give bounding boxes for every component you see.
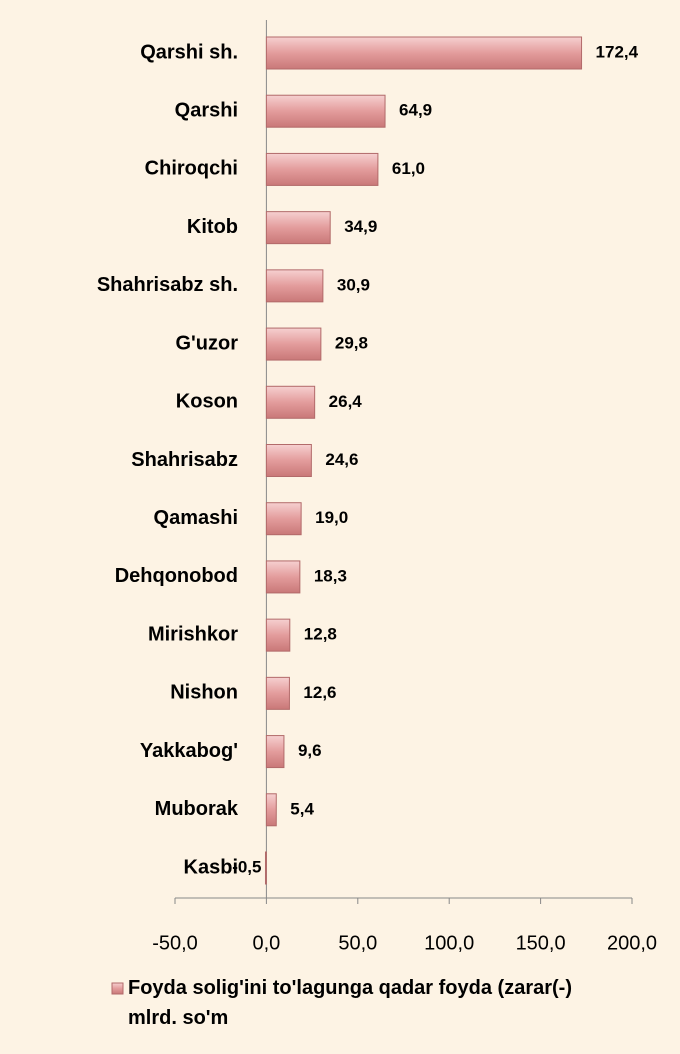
bar — [265, 385, 316, 419]
bar — [265, 269, 324, 303]
y-tick-label: Kitob — [187, 216, 238, 238]
y-tick-label: Dehqonobod — [115, 565, 238, 587]
data-label: 26,4 — [329, 392, 363, 411]
data-label: 34,9 — [344, 217, 377, 236]
y-tick-label: Nishon — [170, 682, 238, 704]
x-tick-label: 50,0 — [338, 932, 377, 954]
data-label: -0,5 — [232, 857, 261, 876]
x-tick-label: 0,0 — [252, 932, 280, 954]
y-tick-label: Koson — [176, 391, 238, 413]
bar — [265, 211, 331, 245]
legend-label: Foyda solig'ini to'lagunga qadar foyda (… — [128, 977, 572, 1029]
y-tick-label: Qamashi — [154, 507, 238, 529]
y-tick-label: Chiroqchi — [145, 158, 238, 180]
bar — [265, 793, 277, 827]
data-label: 12,6 — [303, 683, 336, 702]
x-tick-label: 150,0 — [516, 932, 566, 954]
y-tick-label: Shahrisabz — [131, 449, 238, 471]
y-tick-label: Shahrisabz sh. — [97, 274, 238, 296]
data-label: 64,9 — [399, 101, 432, 120]
y-tick-label: G'uzor — [175, 332, 238, 354]
y-tick-label: Mirishkor — [148, 623, 238, 645]
data-label: 19,0 — [315, 508, 348, 527]
x-tick-label: -50,0 — [152, 932, 198, 954]
bar — [265, 502, 302, 536]
data-label: 172,4 — [596, 42, 639, 61]
bar — [265, 94, 386, 128]
data-label: 29,8 — [335, 334, 368, 353]
bar — [265, 676, 290, 710]
y-tick-label: Qarshi — [175, 99, 238, 121]
y-tick-label: Qarshi sh. — [140, 41, 238, 63]
bar — [265, 560, 301, 594]
data-label: 61,0 — [392, 159, 425, 178]
bar — [265, 444, 312, 477]
bar — [265, 618, 291, 652]
bar — [264, 851, 267, 885]
y-tick-label: Yakkabog' — [140, 740, 238, 762]
bar — [265, 327, 322, 361]
bar — [265, 735, 285, 769]
bar — [265, 36, 583, 70]
data-label: 12,8 — [304, 625, 337, 644]
data-label: 30,9 — [337, 275, 370, 294]
x-tick-label: 200,0 — [607, 932, 657, 954]
data-label: 24,6 — [325, 450, 358, 469]
y-tick-label: Muborak — [155, 798, 239, 820]
y-tick-label: Kasbi — [184, 856, 238, 878]
legend-swatch — [111, 982, 124, 995]
data-label: 5,4 — [290, 799, 314, 818]
data-label: 18,3 — [314, 566, 347, 585]
x-tick-label: 100,0 — [424, 932, 474, 954]
data-label: 9,6 — [298, 741, 322, 760]
bar — [265, 152, 379, 186]
